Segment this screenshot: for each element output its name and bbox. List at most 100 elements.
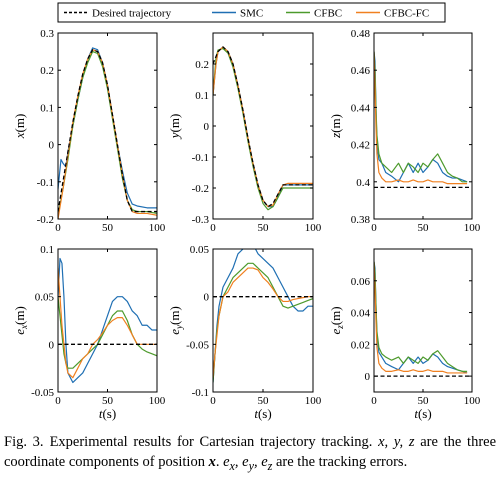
series-line-cfbc-fc — [213, 267, 313, 378]
x-tick-label: 50 — [418, 395, 430, 407]
panel-y: 0 50 100 0.2 0.1 0 -0.1 -0.2 -0.3 y(m) — [167, 32, 322, 234]
x-tick-label: 0 — [210, 222, 216, 234]
y-tick-label: -0.1 — [192, 387, 209, 399]
y-tick-label: 0.38 — [351, 214, 371, 226]
series-line-cfbc-fc — [213, 46, 313, 208]
series-line-smc — [374, 261, 468, 374]
series-line-desired-trajectory — [58, 49, 157, 213]
x-tick-label: 0 — [55, 395, 61, 407]
x-tick-label: 100 — [305, 395, 322, 407]
y-tick-label: -0.05 — [186, 339, 209, 351]
y-tick-label: 0.4 — [356, 177, 370, 189]
x-tick-label: 50 — [102, 222, 114, 234]
axes-frame — [212, 248, 314, 393]
y-tick-label: -0.2 — [37, 214, 54, 226]
series-line-cfbc-fc — [374, 261, 468, 374]
axes-frame — [57, 248, 158, 393]
axes-frame — [373, 248, 473, 393]
y-tick-label: 0.02 — [351, 339, 370, 351]
y-tick-label: 0.04 — [351, 308, 371, 320]
series-line-cfbc-fc — [374, 51, 468, 185]
caption-math-2: x — [208, 454, 216, 470]
legend-label: CFBC — [314, 8, 342, 20]
y-tick-label: 0 — [49, 339, 55, 351]
panel-x: 0 50 100 0.3 0.2 0.1 0 -0.1 -0.2 x(m) — [12, 28, 166, 234]
caption-text-4: are the tracking errors. — [275, 454, 408, 470]
x-tick-label: 50 — [258, 395, 270, 407]
x-tick-label: 0 — [371, 395, 377, 407]
series-line-cfbc — [213, 47, 313, 211]
legend-box — [57, 2, 446, 23]
axes-frame — [212, 32, 314, 220]
y-tick-label: 0.1 — [40, 102, 54, 114]
y-tick-label: 0 — [365, 371, 371, 383]
x-tick-label: 0 — [210, 395, 216, 407]
series-lines — [213, 249, 313, 383]
series-lines — [374, 51, 472, 189]
y-axis-label: ey(m) — [167, 306, 184, 335]
x-tick-label: 100 — [305, 222, 322, 234]
caption-math-3: ex, ey, ez — [223, 454, 273, 473]
series-line-cfbc-fc — [58, 268, 157, 379]
x-tick-label: 50 — [418, 222, 430, 234]
y-tick-label: 0.2 — [195, 59, 209, 71]
series-lines — [213, 46, 313, 211]
y-tick-label: 0 — [204, 292, 210, 304]
y-tick-label: 0.3 — [40, 28, 54, 40]
series-line-smc — [213, 249, 313, 383]
x-tick-label: 100 — [464, 222, 481, 234]
series-lines — [58, 47, 157, 219]
x-axis-label: t(s) — [254, 406, 271, 421]
y-tick-label: 0.48 — [351, 28, 371, 40]
y-tick-label: -0.1 — [37, 177, 54, 189]
series-line-cfbc — [374, 51, 468, 183]
x-tick-label: 50 — [102, 395, 114, 407]
y-axis-label: x(m) — [12, 114, 27, 140]
series-line-smc — [58, 257, 157, 384]
series-line-cfbc — [58, 296, 157, 369]
y-axis-label: z(m) — [328, 114, 343, 139]
series-line-cfbc — [213, 262, 313, 383]
legend: Desired trajectory SMC CFBC CFBC-FC — [57, 2, 446, 23]
legend-entry: Desired trajectory — [64, 8, 172, 20]
x-axis-label: t(s) — [99, 406, 116, 421]
y-tick-label: 0.05 — [190, 244, 210, 256]
y-tick-label: 0.2 — [40, 65, 54, 77]
series-line-smc — [213, 46, 313, 208]
y-tick-label: -0.1 — [192, 152, 209, 164]
y-tick-label: 0.46 — [351, 65, 371, 77]
y-tick-label: 0.42 — [351, 140, 370, 152]
x-tick-label: 0 — [371, 222, 377, 234]
y-axis-label: y(m) — [167, 114, 182, 141]
panel-ey: 0 50 100 0.05 0 -0.05 -0.1 ey(m) t(s) — [167, 244, 322, 421]
series-line-cfbc — [58, 50, 157, 216]
x-axis-label: t(s) — [414, 406, 431, 421]
legend-label: Desired trajectory — [92, 8, 172, 20]
y-tick-label: 0.1 — [195, 90, 209, 102]
series-line-desired-trajectory — [213, 46, 313, 208]
legend-label: CFBC-FC — [384, 8, 429, 20]
series-line-smc — [374, 51, 468, 183]
figure-charts: Desired trajectory SMC CFBC CFBC-FC 0 50 1000… — [12, 2, 481, 421]
series-line-cfbc — [374, 261, 468, 372]
figure-caption: Fig. 3. Experimental results for Cartesia… — [4, 432, 496, 476]
y-tick-label: 0 — [49, 140, 55, 152]
caption-label: Fig. 3. — [4, 434, 44, 450]
legend-entry: SMC — [212, 8, 263, 20]
y-tick-label: 0.44 — [351, 102, 371, 114]
y-tick-label: 0.1 — [40, 244, 54, 256]
y-tick-label: -0.3 — [192, 214, 210, 226]
caption-text-1: Experimental results for Cartesian traje… — [49, 434, 373, 450]
legend-entry: CFBC-FC — [356, 8, 429, 20]
y-axis-label: ez(m) — [328, 306, 345, 334]
y-tick-label: 0.06 — [351, 276, 371, 288]
panel-z: 0 50 100 0.48 0.46 0.44 0.42 0.4 0.38 z(m) — [328, 28, 481, 234]
legend-label: SMC — [240, 8, 263, 20]
legend-entry: CFBC — [286, 8, 342, 20]
axes-frame — [373, 32, 473, 220]
y-tick-label: 0.05 — [35, 292, 55, 304]
x-tick-label: 100 — [149, 222, 166, 234]
caption-text-2: are the three coordinate components of p… — [4, 434, 497, 470]
